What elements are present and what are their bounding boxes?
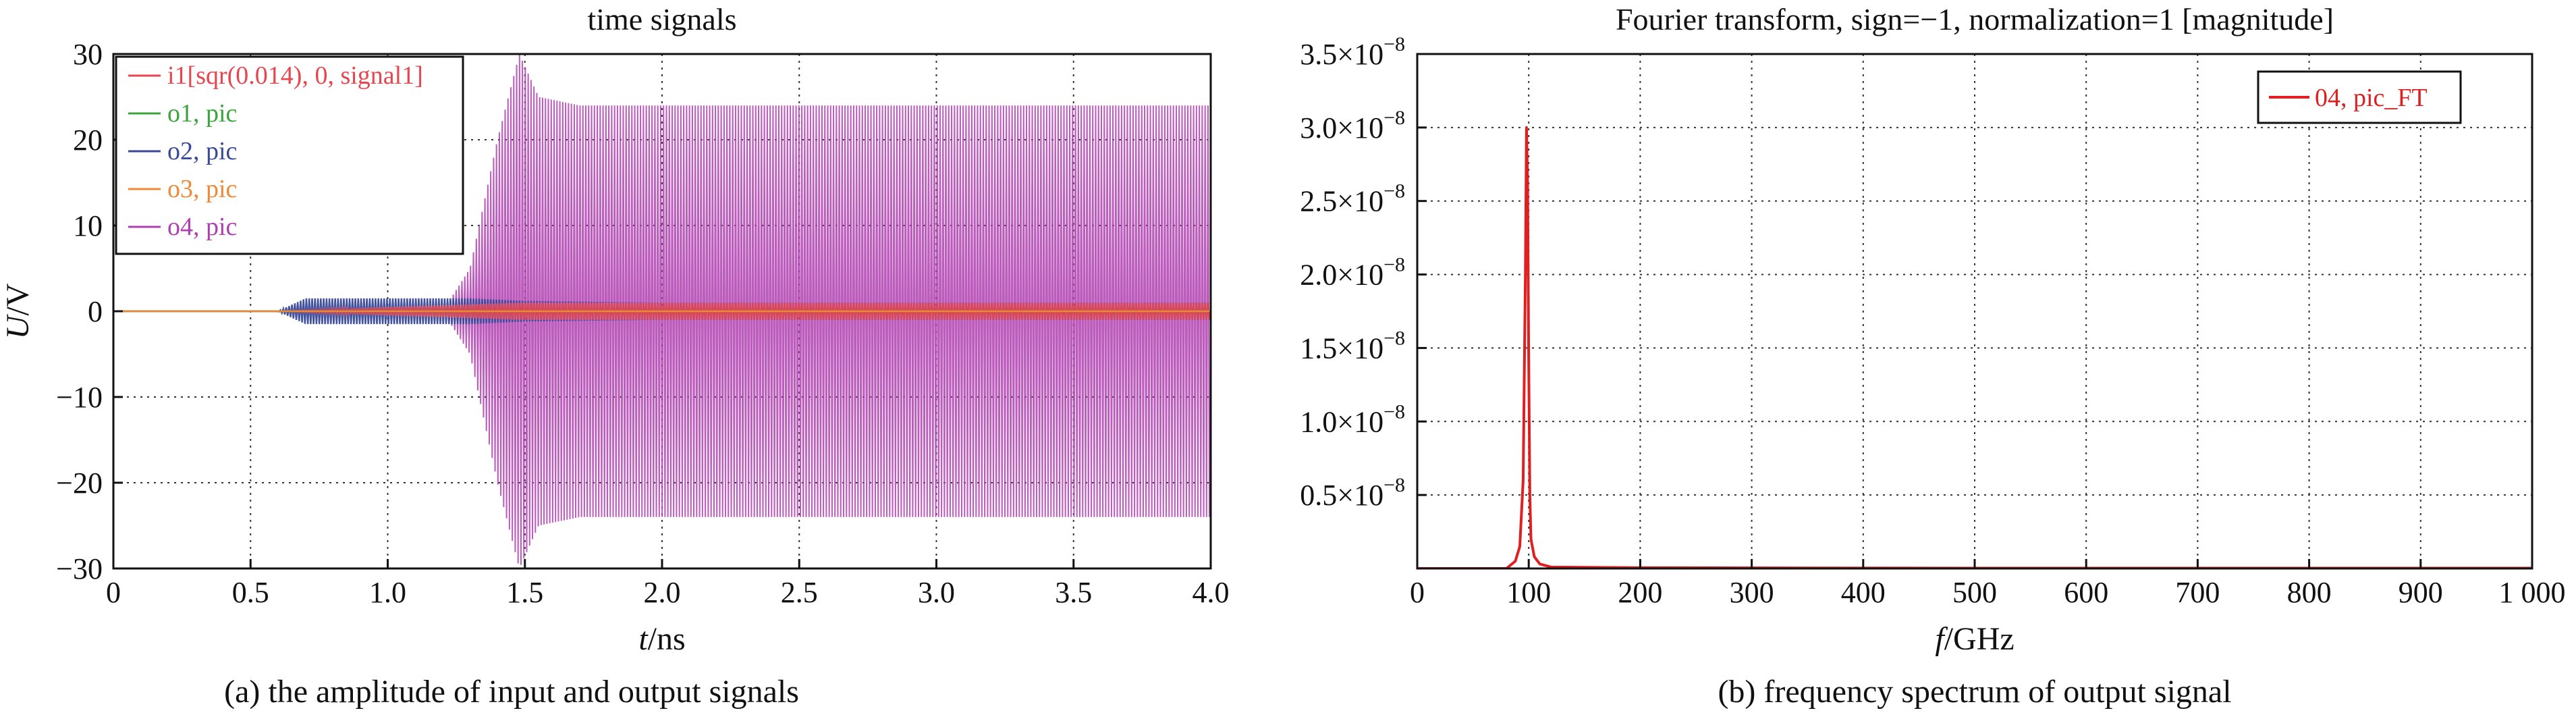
panel-a-legend-box — [115, 55, 464, 255]
panel-a-legend-label: o2, pic — [167, 137, 237, 165]
panel-a-legend-label: o3, pic — [167, 175, 237, 203]
panel-a-x-tick-label: 2.5 — [781, 576, 818, 609]
panel-a-x-tick-label: 0.5 — [232, 576, 269, 609]
panel-b-x-axis-label: f/GHz — [1935, 621, 2014, 657]
panel-b-series-04-pic-ft — [1417, 126, 2532, 568]
panel-a-title: time signals — [587, 2, 736, 36]
panel-b-x-tick-label: 800 — [2287, 576, 2332, 609]
panel-a-x-ticks: 0 0.5 1.0 1.5 2.0 2.5 3.0 3.5 4.0 — [106, 559, 1230, 609]
panel-a-legend-label: o1, pic — [167, 99, 237, 128]
panel-a-y-axis-label: U/V — [0, 283, 36, 339]
panel-b-series — [1417, 126, 2532, 568]
panel-a-x-axis-label: t/ns — [638, 621, 685, 657]
panel-b-x-tick-label: 500 — [1952, 576, 1997, 609]
panel-b-x-tick-label: 600 — [2064, 576, 2108, 609]
panel-b-x-tick-label: 400 — [1841, 576, 1886, 609]
panel-a-y-tick-label: −30 — [56, 552, 103, 585]
panel-b-legend-label: 04, pic_FT — [2315, 84, 2428, 112]
panel-a-x-tick-label: 4.0 — [1193, 576, 1230, 609]
panel-b-x-tick-label: 700 — [2175, 576, 2220, 609]
panel-b-y-tick-label: 1.0×10−8 — [1300, 400, 1405, 438]
panel-b-y-tick-label: 2.5×10−8 — [1300, 180, 1405, 218]
panel-a-x-tick-label: 1.0 — [369, 576, 406, 609]
panel-a-legend-label: i1[sqr(0.014), 0, signal1] — [167, 61, 423, 90]
panel-b-y-tick-label: 1.5×10−8 — [1300, 327, 1405, 365]
panel-b-x-tick-label: 300 — [1730, 576, 1774, 609]
panel-a-series — [113, 54, 1211, 565]
panel-b-x-tick-label: 900 — [2399, 576, 2443, 609]
panel-b-x-tick-label: 100 — [1506, 576, 1551, 609]
panel-a-legend-label: o4, pic — [167, 213, 237, 241]
panel-b-y-ticks: 0.5×10−8 1.0×10−8 1.5×10−8 2.0×10−8 2.5×10−8… — [1300, 33, 1427, 512]
panel-b-x-tick-label: 200 — [1618, 576, 1662, 609]
panel-b-legend: 04, pic_FT — [2257, 70, 2462, 124]
panel-a-y-tick-label: 30 — [73, 38, 103, 71]
panel-a-y-tick-label: −10 — [56, 381, 103, 414]
panel-b-grid — [1417, 54, 2532, 568]
panel-a-x-tick-label: 3.0 — [918, 576, 955, 609]
panel-a-x-tick-label: 2.0 — [644, 576, 681, 609]
panel-b-x-tick-label: 1 000 — [2499, 576, 2566, 609]
panel-a-x-tick-label: 3.5 — [1055, 576, 1092, 609]
panel-a-y-tick-label: 10 — [73, 209, 103, 242]
panel-b-y-tick-label: 3.0×10−8 — [1300, 107, 1405, 144]
panel-b-x-ticks: 0 100 200 300 400 500 600 700 800 900 1 000 — [1410, 559, 2566, 609]
panel-a-y-tick-label: 0 — [88, 295, 103, 328]
panel-a-x-tick-label: 1.5 — [506, 576, 543, 609]
panel-a-legend: i1[sqr(0.014), 0, signal1] o1, pic o2, pic… — [115, 55, 464, 255]
panel-b-y-tick-label: 0.5×10−8 — [1300, 474, 1405, 512]
panel-a-y-ticks: −30 −20 −10 0 10 20 30 — [56, 38, 123, 585]
panel-b-y-tick-label: 2.0×10−8 — [1300, 254, 1405, 292]
panel-b-frequency-spectrum: Fourier transform, sign=−1, normalizatio… — [1300, 2, 2565, 710]
panel-b-y-tick-label: 3.5×10−8 — [1300, 33, 1405, 71]
panel-a-time-signals: time signals 0 0.5 1.0 1.5 2.0 2.5 3.0 3.5 4.0 −… — [0, 2, 1230, 710]
panel-a-y-tick-label: −20 — [56, 467, 103, 500]
panel-b-title: Fourier transform, sign=−1, normalizatio… — [1616, 2, 2334, 36]
panel-a-caption: (a) the amplitude of input and output si… — [224, 674, 799, 710]
panel-a-y-tick-label: 20 — [73, 124, 103, 157]
panel-a-x-tick-label: 0 — [106, 576, 121, 609]
panel-b-caption: (b) frequency spectrum of output signal — [1718, 674, 2231, 710]
panel-b-x-tick-label: 0 — [1410, 576, 1425, 609]
